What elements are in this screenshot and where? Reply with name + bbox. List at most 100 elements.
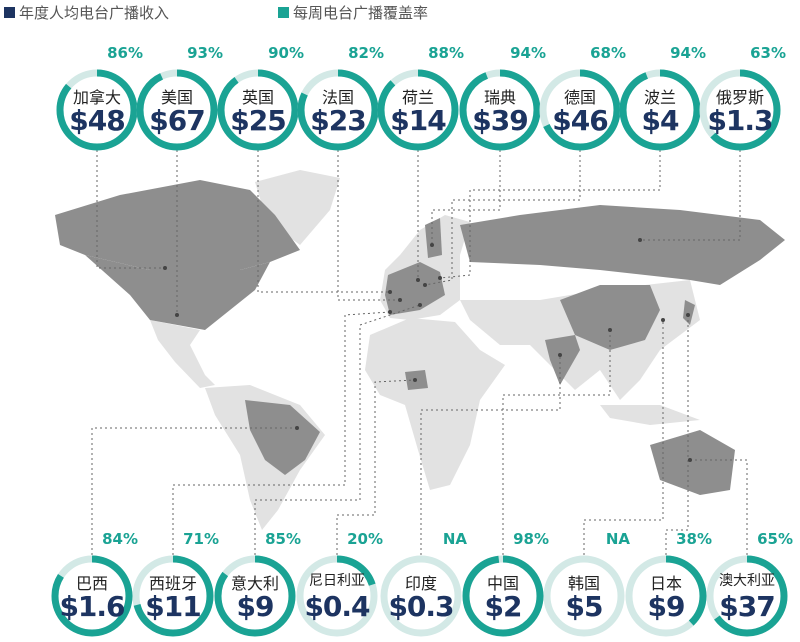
australia bbox=[650, 430, 735, 495]
coverage-ring bbox=[380, 555, 462, 637]
revenue-value: $11 bbox=[145, 590, 201, 623]
africa bbox=[365, 318, 505, 490]
country-name: 意大利 bbox=[230, 574, 279, 593]
coverage-value: 82% bbox=[348, 44, 384, 62]
coverage-value: 71% bbox=[183, 530, 219, 548]
ring-fill bbox=[136, 69, 218, 151]
country-badge: 20% 尼日利亚 $0.4 bbox=[295, 530, 383, 638]
greenland bbox=[255, 170, 340, 245]
coverage-ring bbox=[214, 555, 296, 637]
country-name: 瑞典 bbox=[483, 88, 516, 107]
legend-coverage-label: 每周电台广播覆盖率 bbox=[293, 4, 429, 22]
coverage-value: 65% bbox=[757, 530, 793, 548]
revenue-value: $2 bbox=[484, 590, 523, 623]
coverage-ring bbox=[619, 69, 701, 151]
coverage-ring bbox=[706, 555, 788, 637]
country-name: 西班牙 bbox=[148, 574, 197, 593]
connector-lines bbox=[91, 150, 748, 555]
country-name: 巴西 bbox=[75, 574, 108, 593]
coverage-value: 84% bbox=[102, 530, 138, 548]
country-badge: NA 韩国 $5 bbox=[542, 530, 630, 638]
revenue-swatch bbox=[4, 7, 15, 18]
country-name: 加拿大 bbox=[72, 88, 121, 107]
usa bbox=[85, 255, 270, 330]
coverage-swatch bbox=[278, 7, 289, 18]
legend-revenue: 年度人均电台广播收入 bbox=[4, 2, 169, 23]
ring-fill bbox=[217, 69, 299, 151]
coverage-value: 68% bbox=[590, 44, 626, 62]
connector-poland bbox=[439, 150, 661, 279]
indonesia bbox=[600, 405, 700, 425]
ring-fill bbox=[51, 555, 133, 637]
coverage-ring bbox=[132, 555, 214, 637]
coverage-value: NA bbox=[605, 530, 630, 548]
coverage-value: 20% bbox=[347, 530, 383, 548]
coverage-ring bbox=[377, 69, 459, 151]
legend-coverage: 每周电台广播覆盖率 bbox=[278, 2, 428, 23]
country-badge: 65% 澳大利亚 $37 bbox=[705, 530, 793, 638]
country-name: 波兰 bbox=[643, 88, 676, 107]
japan bbox=[683, 300, 695, 325]
coverage-value: 90% bbox=[268, 44, 304, 62]
country-badge: 86% 加拿大 $48 bbox=[55, 44, 143, 152]
coverage-ring bbox=[543, 555, 625, 637]
coverage-ring bbox=[539, 69, 621, 151]
mexico-central-america bbox=[150, 320, 215, 388]
ring-fill bbox=[459, 69, 541, 151]
coverage-value: 38% bbox=[676, 530, 712, 548]
connector-spain bbox=[172, 311, 391, 555]
coverage-value: 98% bbox=[513, 530, 549, 548]
coverage-ring bbox=[699, 69, 781, 151]
coverage-ring bbox=[56, 69, 138, 151]
coverage-ring bbox=[462, 555, 544, 637]
china bbox=[560, 285, 660, 350]
ring-fill bbox=[699, 69, 781, 151]
coverage-ring bbox=[625, 555, 707, 637]
ring-fill bbox=[296, 555, 378, 637]
brazil bbox=[245, 400, 320, 475]
coverage-value: 85% bbox=[265, 530, 301, 548]
coverage-ring bbox=[51, 555, 133, 637]
ring-fill bbox=[56, 69, 138, 151]
coverage-value: 86% bbox=[107, 44, 143, 62]
ring-fill bbox=[462, 555, 544, 637]
revenue-value: $14 bbox=[390, 104, 446, 137]
revenue-value: $23 bbox=[310, 104, 366, 137]
country-name: 日本 bbox=[649, 574, 682, 593]
country-badge: 68% 德国 $46 bbox=[538, 44, 626, 152]
coverage-ring bbox=[459, 69, 541, 151]
coverage-ring bbox=[297, 69, 379, 151]
ring-fill bbox=[377, 69, 459, 151]
country-badge: 84% 巴西 $1.6 bbox=[50, 530, 138, 638]
coverage-value: 88% bbox=[428, 44, 464, 62]
revenue-value: $4 bbox=[641, 104, 680, 137]
country-name: 德国 bbox=[563, 88, 596, 107]
ring-fill bbox=[297, 69, 379, 151]
ring-track bbox=[543, 555, 625, 637]
country-name: 英国 bbox=[241, 88, 274, 107]
revenue-value: $39 bbox=[472, 104, 528, 137]
coverage-ring bbox=[296, 555, 378, 637]
country-name: 法国 bbox=[321, 88, 354, 107]
coverage-value: 94% bbox=[670, 44, 706, 62]
ring-fill bbox=[619, 69, 701, 151]
revenue-value: $46 bbox=[552, 104, 608, 137]
connector-france bbox=[337, 150, 400, 301]
india bbox=[545, 335, 580, 385]
coverage-ring bbox=[136, 69, 218, 151]
revenue-value: $37 bbox=[719, 590, 775, 623]
connector-brazil bbox=[91, 427, 297, 555]
revenue-value: $67 bbox=[149, 104, 205, 137]
country-badge: 38% 日本 $9 bbox=[624, 530, 712, 638]
country-badge: 82% 法国 $23 bbox=[296, 44, 384, 152]
revenue-value: $1.6 bbox=[59, 590, 125, 623]
country-name: 澳大利亚 bbox=[719, 573, 775, 589]
country-badge: 90% 英国 $25 bbox=[216, 44, 304, 152]
connector-italy bbox=[254, 304, 421, 555]
sweden bbox=[425, 218, 442, 258]
country-name: 美国 bbox=[160, 88, 193, 107]
revenue-value: $1.3 bbox=[707, 104, 773, 137]
country-badge: 98% 中国 $2 bbox=[461, 530, 549, 638]
connector-japan bbox=[665, 315, 689, 555]
